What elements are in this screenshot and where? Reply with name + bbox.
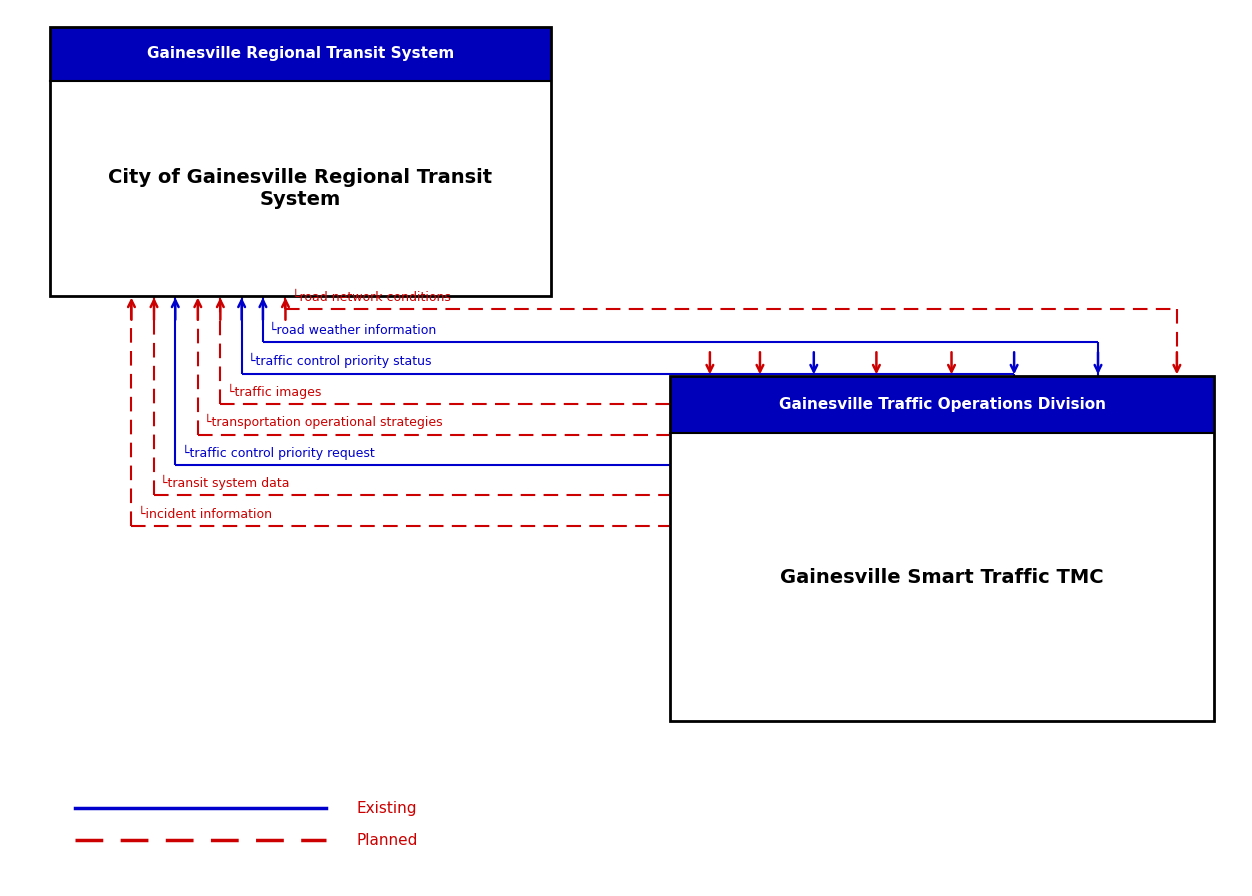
Text: └transportation operational strategies: └transportation operational strategies	[204, 414, 443, 429]
Bar	[50, 27, 551, 296]
Text: Gainesville Smart Traffic TMC: Gainesville Smart Traffic TMC	[780, 568, 1104, 587]
Text: City of Gainesville Regional Transit
System: City of Gainesville Regional Transit Sys…	[109, 168, 492, 209]
Bar	[670, 434, 1214, 721]
Text: └incident information: └incident information	[138, 507, 272, 521]
Text: └traffic images: └traffic images	[227, 383, 321, 399]
Bar	[670, 376, 1214, 434]
Text: └road weather information: └road weather information	[269, 323, 437, 337]
Text: └traffic control priority request: └traffic control priority request	[182, 444, 374, 460]
Text: Existing: Existing	[357, 801, 417, 815]
Text: Gainesville Regional Transit System: Gainesville Regional Transit System	[146, 47, 454, 61]
Text: Gainesville Traffic Operations Division: Gainesville Traffic Operations Division	[779, 397, 1106, 412]
Text: Planned: Planned	[357, 833, 418, 848]
Bar	[50, 27, 551, 81]
Text: └road network conditions: └road network conditions	[292, 290, 451, 304]
Bar	[50, 81, 551, 296]
Text: └traffic control priority status: └traffic control priority status	[248, 353, 432, 368]
Bar	[670, 376, 1214, 721]
Text: └transit system data: └transit system data	[160, 475, 289, 490]
